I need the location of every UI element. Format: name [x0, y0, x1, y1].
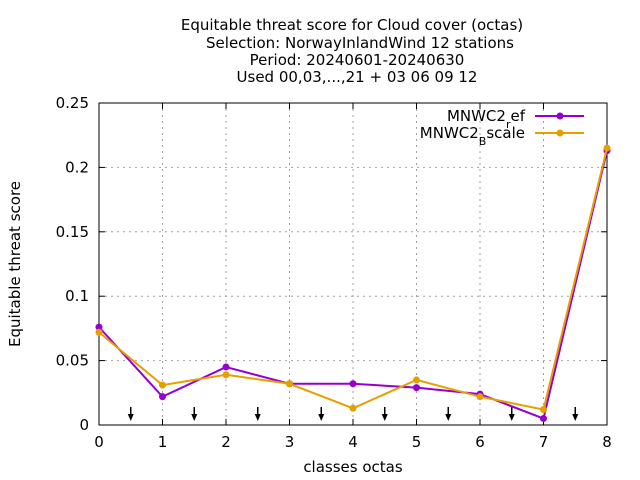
x-tick-label: 6: [475, 433, 485, 451]
title-line-3: Period: 20240601-20240630: [250, 51, 465, 69]
chart-title: Equitable threat score for Cloud cover (…: [181, 16, 523, 86]
grid: [99, 103, 607, 425]
legend-swatch-point-1: [556, 112, 564, 120]
title-line-1: Equitable threat score for Cloud cover (…: [181, 16, 523, 34]
x-axis-label: classes octas: [303, 458, 403, 476]
title-line-2: Selection: NorwayInlandWind 12 stations: [206, 34, 514, 52]
legend-entry-label-2: MNWC2Bscale: [420, 124, 525, 148]
y-tick-label: 0.25: [56, 94, 89, 112]
series-2-point: [95, 328, 103, 336]
series-2-point: [159, 381, 166, 389]
x-tick-label: 4: [348, 433, 358, 451]
arrow-marker-head: [254, 414, 261, 421]
series-2-point: [603, 144, 611, 152]
legend-entry-label-1: MNWC2ref: [447, 107, 526, 131]
series-1-point: [222, 363, 230, 371]
x-tick-label: 1: [158, 433, 168, 451]
series: [95, 144, 611, 423]
x-tick-label: 7: [539, 433, 549, 451]
x-tick-label: 2: [221, 433, 231, 451]
plot-frame: [98, 102, 608, 426]
arrow-marker-head: [572, 414, 579, 421]
y-tick-label: 0.2: [65, 158, 89, 176]
arrow-markers: [127, 407, 579, 421]
arrow-marker-head: [381, 414, 388, 421]
series-2-point: [286, 380, 293, 388]
arrow-marker-head: [445, 414, 452, 421]
series-1-point: [95, 323, 103, 331]
y-tick-label: 0.1: [65, 287, 89, 305]
arrow-marker-head: [191, 414, 198, 421]
series-2-point: [413, 376, 420, 384]
arrow-marker-head: [508, 414, 515, 421]
y-tick-label: 0.15: [56, 223, 89, 241]
x-tick-label: 3: [285, 433, 295, 451]
series-1-point: [540, 415, 547, 423]
axis-ticks: 0 1 2 3 4 5 6 7 8 0 0.05 0.1 0.15 0.2 0.25: [56, 94, 612, 451]
series-2-point: [540, 406, 547, 414]
title-line-4: Used 00,03,...,21 + 03 06 09 12: [237, 68, 478, 86]
arrow-marker-head: [127, 414, 134, 421]
series-1-point: [413, 384, 420, 392]
y-tick-label: 0: [79, 416, 89, 434]
x-tick-label: 5: [412, 433, 422, 451]
series-1-point: [349, 380, 357, 388]
x-tick-label: 8: [602, 433, 612, 451]
series-2-point: [222, 371, 230, 379]
x-tick-label: 0: [94, 433, 104, 451]
y-tick-label: 0.05: [56, 352, 89, 370]
y-axis-label: Equitable threat score: [6, 181, 24, 347]
arrow-marker-head: [318, 414, 325, 421]
series-2-point: [476, 393, 484, 401]
series-2-point: [349, 404, 357, 412]
legend-swatch-point-2: [556, 129, 564, 137]
series-1-point: [159, 393, 166, 401]
